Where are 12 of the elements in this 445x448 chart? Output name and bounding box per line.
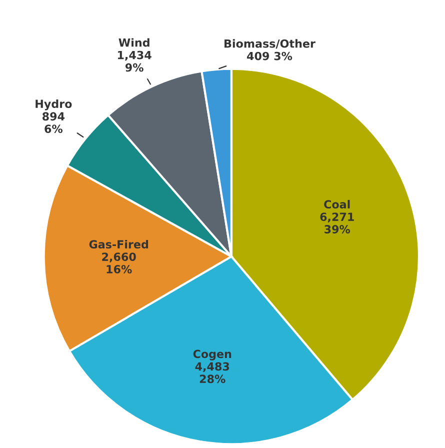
data-label: 4,483 28% [195,362,230,384]
slice-label: Cogen [193,350,232,360]
data-label: 1,434 9% [118,50,152,72]
slice-label: Coal [324,200,350,209]
data-label: 6,271 39% [320,212,354,234]
slice-label: Hydro [36,99,72,110]
slice-label: Gas-Fired [89,240,148,249]
data-label: 894 6% [42,112,65,134]
data-label: 2,660 16% [102,252,136,274]
data-label: 409 3% [247,52,292,60]
slice-label: Biomass/Other [224,39,316,49]
slice-label: Wind [118,38,150,47]
